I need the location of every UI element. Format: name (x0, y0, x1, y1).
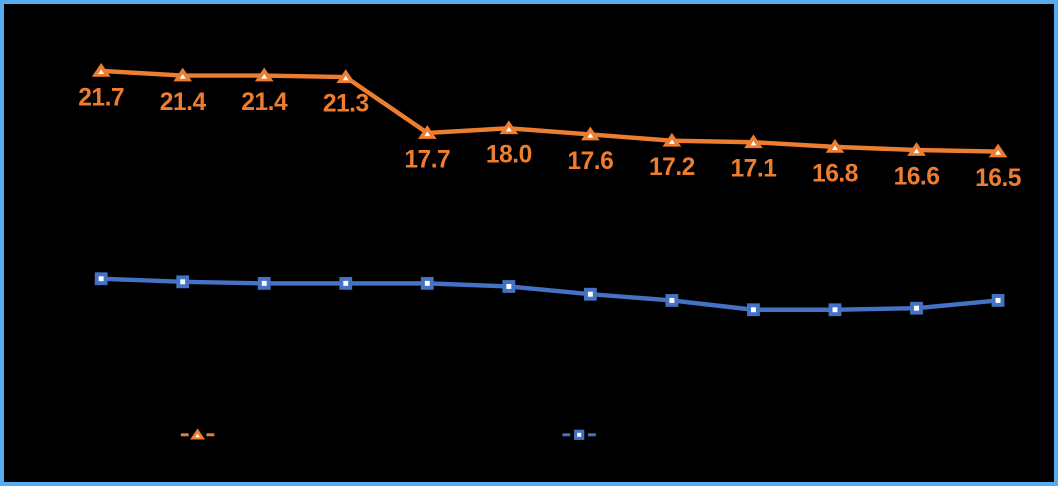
triangle-marker-icon (173, 67, 193, 82)
square-marker-icon (339, 276, 353, 290)
orange-triangle-series-line (98, 68, 1001, 154)
data-label: 17.2 (649, 154, 695, 181)
square-marker-icon (502, 280, 516, 293)
square-marker-icon (991, 294, 1005, 307)
triangle-marker-icon (417, 125, 437, 139)
line-chart-canvas: 21.7 21.4 21.4 21.3 17.7 18.0 17.6 17.2 17.1 16.8… (78, 63, 1021, 440)
data-label: 16.8 (812, 160, 858, 187)
triangle-marker-icon (744, 134, 763, 149)
data-label: 18.0 (486, 142, 532, 169)
triangle-marker-icon (254, 67, 274, 82)
triangle-marker-icon (336, 69, 356, 83)
triangle-marker-icon (825, 139, 845, 153)
square-marker-icon (94, 272, 108, 286)
data-label: 16.5 (975, 165, 1021, 192)
data-label: 21.4 (241, 89, 288, 116)
square-marker-icon (828, 303, 842, 317)
square-marker-icon (176, 275, 190, 289)
square-marker-icon (420, 276, 434, 290)
data-label: 21.3 (323, 91, 369, 118)
data-label: 21.4 (160, 89, 207, 116)
triangle-marker-icon (190, 428, 206, 440)
data-label: 16.6 (894, 163, 940, 190)
triangle-marker-icon (91, 63, 111, 77)
triangle-marker-icon (499, 120, 519, 135)
data-label: 21.7 (78, 84, 124, 111)
triangle-marker-icon (907, 142, 926, 156)
square-marker-icon (665, 294, 679, 307)
triangle-marker-icon (581, 126, 600, 141)
square-marker-icon (583, 287, 597, 301)
square-marker-icon (747, 303, 760, 317)
triangle-marker-icon (988, 143, 1008, 158)
data-label: 17.7 (404, 146, 450, 173)
square-marker-icon (257, 276, 271, 290)
data-label: 17.1 (731, 156, 777, 183)
data-label: 17.6 (567, 148, 613, 175)
square-marker-icon (910, 301, 923, 315)
legend-item (562, 429, 596, 440)
square-marker-icon (574, 429, 585, 440)
blue-square-series-line (98, 276, 1001, 312)
legend-item (180, 428, 215, 440)
triangle-marker-icon (662, 132, 682, 147)
